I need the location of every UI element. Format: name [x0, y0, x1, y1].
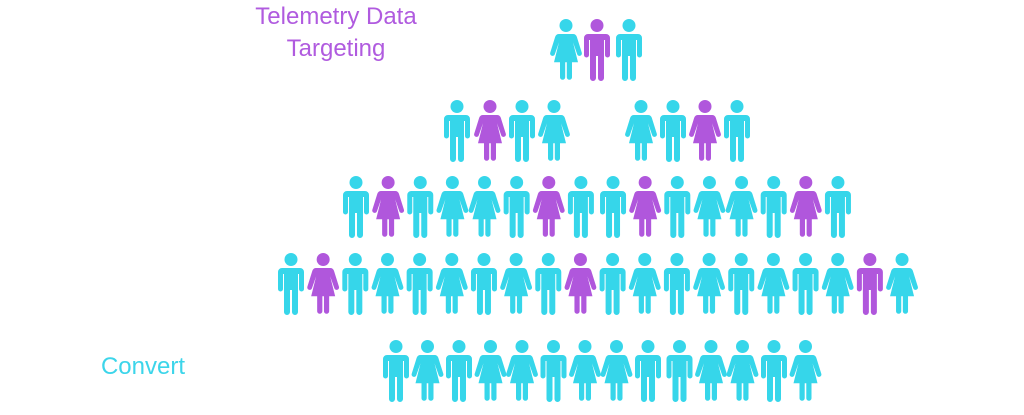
person-icon — [886, 253, 918, 314]
person-icon — [446, 340, 472, 402]
person-icon — [664, 176, 691, 238]
person-icon — [435, 253, 468, 314]
person-icon — [407, 176, 434, 238]
person-icon — [564, 253, 597, 314]
person-icon — [411, 340, 444, 401]
person-icon — [600, 176, 627, 238]
person-icon — [474, 100, 506, 161]
person-icon — [760, 176, 787, 238]
person-icon — [724, 100, 750, 162]
person-icon — [663, 253, 690, 315]
person-icon — [600, 340, 633, 401]
person-icon — [470, 253, 497, 315]
person-icon — [761, 340, 787, 402]
person-icon — [821, 253, 854, 314]
person-icon — [599, 253, 626, 315]
person-icon — [725, 176, 758, 237]
person-icon — [371, 253, 404, 314]
person-icon — [625, 100, 657, 161]
person-icon — [695, 340, 727, 401]
person-icon — [569, 340, 601, 401]
person-icon — [660, 100, 686, 162]
person-icon — [757, 253, 790, 314]
person-icon — [789, 340, 822, 401]
person-icon — [444, 100, 470, 162]
person-icon — [689, 100, 721, 161]
person-icon — [789, 176, 822, 237]
person-icon — [342, 253, 369, 315]
person-icon — [509, 100, 535, 162]
person-icon — [792, 253, 819, 315]
person-icon — [540, 340, 567, 402]
person-icon — [500, 253, 533, 314]
people-icons — [278, 19, 918, 402]
person-icon — [406, 253, 433, 315]
person-icon — [567, 176, 594, 238]
person-icon — [503, 176, 530, 238]
person-icon — [856, 253, 883, 315]
person-icon — [635, 340, 661, 402]
top-label-line: Telemetry Data — [255, 3, 417, 30]
person-icon — [629, 176, 662, 237]
person-icon — [693, 176, 726, 237]
person-icon — [506, 340, 538, 401]
person-icon — [728, 253, 755, 315]
person-icon — [616, 19, 642, 81]
person-icon — [726, 340, 759, 401]
bottom-label: Convert — [101, 353, 185, 380]
top-label-line: Targeting — [287, 35, 386, 62]
person-icon — [343, 176, 369, 238]
person-icon — [372, 176, 405, 237]
person-icon — [468, 176, 501, 237]
person-icon — [693, 253, 725, 314]
person-icon — [383, 340, 409, 402]
person-icon — [550, 19, 582, 80]
person-icon — [278, 253, 304, 315]
person-icon — [628, 253, 661, 314]
person-icon — [666, 340, 693, 402]
person-icon — [824, 176, 851, 238]
person-icon — [538, 100, 570, 161]
person-icon — [436, 176, 469, 237]
person-icon — [307, 253, 340, 314]
person-icon — [584, 19, 610, 81]
person-icon — [532, 176, 565, 237]
person-icon — [535, 253, 562, 315]
person-icon — [474, 340, 507, 401]
